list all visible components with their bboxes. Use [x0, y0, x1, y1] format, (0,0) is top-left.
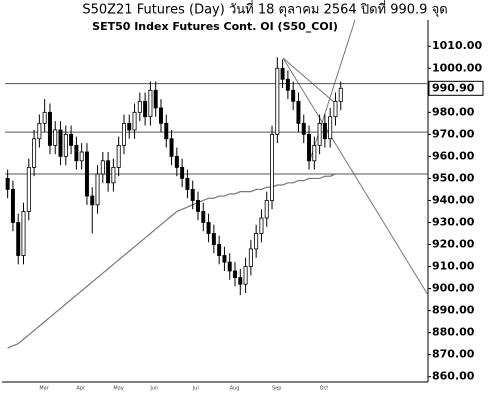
- y-tick-label: 1000.00: [432, 61, 482, 74]
- candle-body: [190, 189, 195, 201]
- y-tick-label: 910.00: [432, 260, 475, 273]
- candle-body: [296, 100, 301, 124]
- candle-body: [58, 129, 63, 157]
- y-tick-label: 960.00: [432, 149, 475, 162]
- candle-body: [201, 211, 206, 223]
- chart-subtitle: SET50 Index Futures Cont. OI (S50_COI): [92, 20, 338, 33]
- y-tick-label: 870.00: [432, 348, 475, 361]
- candle-body: [248, 248, 253, 267]
- y-tick-label: 920.00: [432, 238, 475, 251]
- candle-body: [10, 189, 15, 223]
- candle-body: [233, 270, 237, 278]
- candle-body: [69, 133, 74, 146]
- candle-body: [227, 261, 232, 272]
- candle-body: [116, 144, 121, 168]
- candle-body: [95, 173, 100, 206]
- candle-body: [317, 122, 322, 146]
- candle-body: [148, 89, 153, 118]
- candle-body: [307, 133, 312, 162]
- x-tick-label: Mar: [39, 386, 49, 392]
- candle-body: [53, 129, 58, 146]
- candle-body: [328, 116, 333, 140]
- candle-body: [275, 67, 280, 135]
- candle-body: [164, 122, 169, 140]
- x-tick-label: Jul: [192, 386, 199, 392]
- candle-body: [206, 222, 211, 234]
- last-price-box: [428, 80, 484, 96]
- candle-body: [196, 200, 200, 212]
- candle-body: [90, 195, 95, 206]
- x-tick-label: Apr: [76, 386, 86, 392]
- x-tick-label: Oct: [320, 386, 329, 392]
- last-price-label: 990.90: [432, 81, 475, 94]
- candle-body: [217, 244, 222, 256]
- x-tick-label: May: [113, 386, 123, 392]
- candle-body: [47, 111, 52, 146]
- moving-average: [7, 173, 341, 349]
- y-tick-label: 900.00: [432, 282, 475, 295]
- trend-line: [309, 19, 356, 161]
- y-tick-label: 1010.00: [432, 39, 482, 52]
- y-tick-label: 890.00: [432, 304, 475, 317]
- candle-body: [137, 100, 142, 113]
- candle-body: [127, 122, 132, 131]
- candle-body: [169, 138, 174, 157]
- candle-body: [84, 151, 89, 197]
- y-tick-label: 950.00: [432, 171, 475, 184]
- candle-body: [285, 78, 290, 91]
- candle-body: [312, 144, 317, 162]
- y-tick-label: 940.00: [432, 193, 475, 206]
- candle-body: [259, 217, 264, 234]
- candle-body: [185, 178, 190, 190]
- candle-body: [280, 67, 285, 80]
- y-tick-label: 880.00: [432, 326, 475, 339]
- candle-body: [63, 133, 68, 157]
- chart-title: S50Z21 Futures (Day) วันที่ 18 ตุลาคม 25…: [82, 1, 447, 18]
- candle-body: [132, 111, 137, 131]
- y-tick-label: 860.00: [432, 370, 475, 383]
- trend-line: [282, 57, 429, 296]
- candle-body: [143, 100, 148, 118]
- candle-body: [174, 155, 179, 168]
- candle-body: [338, 87, 343, 102]
- candle-body: [5, 178, 10, 190]
- y-tick-label: 970.00: [432, 127, 475, 140]
- candle-body: [42, 111, 47, 124]
- candle-body: [26, 167, 31, 212]
- candle-body: [16, 222, 21, 256]
- candle-body: [243, 266, 248, 285]
- candle-body: [264, 200, 269, 219]
- candle-body: [291, 89, 296, 102]
- x-tick-label: Jun: [149, 386, 158, 392]
- candle-body: [21, 211, 26, 256]
- candle-body: [153, 89, 158, 109]
- candle-body: [238, 277, 243, 285]
- x-tick-label: Sep: [272, 386, 281, 392]
- candle-body: [270, 133, 275, 201]
- candle-body: [322, 122, 327, 140]
- candle-body: [180, 167, 185, 179]
- candle-body: [37, 122, 42, 140]
- x-tick-label: Aug: [230, 386, 240, 392]
- candle-body: [158, 107, 163, 124]
- candle-body: [222, 255, 227, 263]
- y-tick-label: 930.00: [432, 215, 475, 228]
- candle-body: [74, 144, 79, 162]
- candle-body: [254, 233, 259, 250]
- candle-body: [211, 233, 216, 245]
- candle-body: [79, 151, 84, 162]
- candle-body: [111, 167, 116, 184]
- candle-body: [106, 160, 111, 184]
- y-tick-label: 980.00: [432, 105, 475, 118]
- candle-body: [301, 122, 306, 135]
- candle-body: [121, 122, 126, 146]
- candle-body: [32, 138, 37, 168]
- trend-line: [282, 57, 336, 104]
- candle-body: [100, 160, 105, 175]
- candle-body: [333, 100, 338, 118]
